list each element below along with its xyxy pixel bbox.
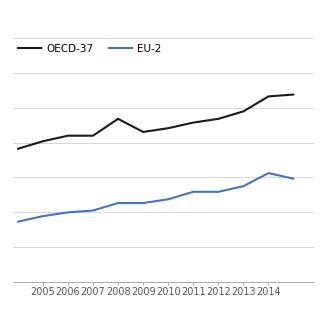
- Legend: OECD-37, EU-2: OECD-37, EU-2: [18, 44, 161, 54]
